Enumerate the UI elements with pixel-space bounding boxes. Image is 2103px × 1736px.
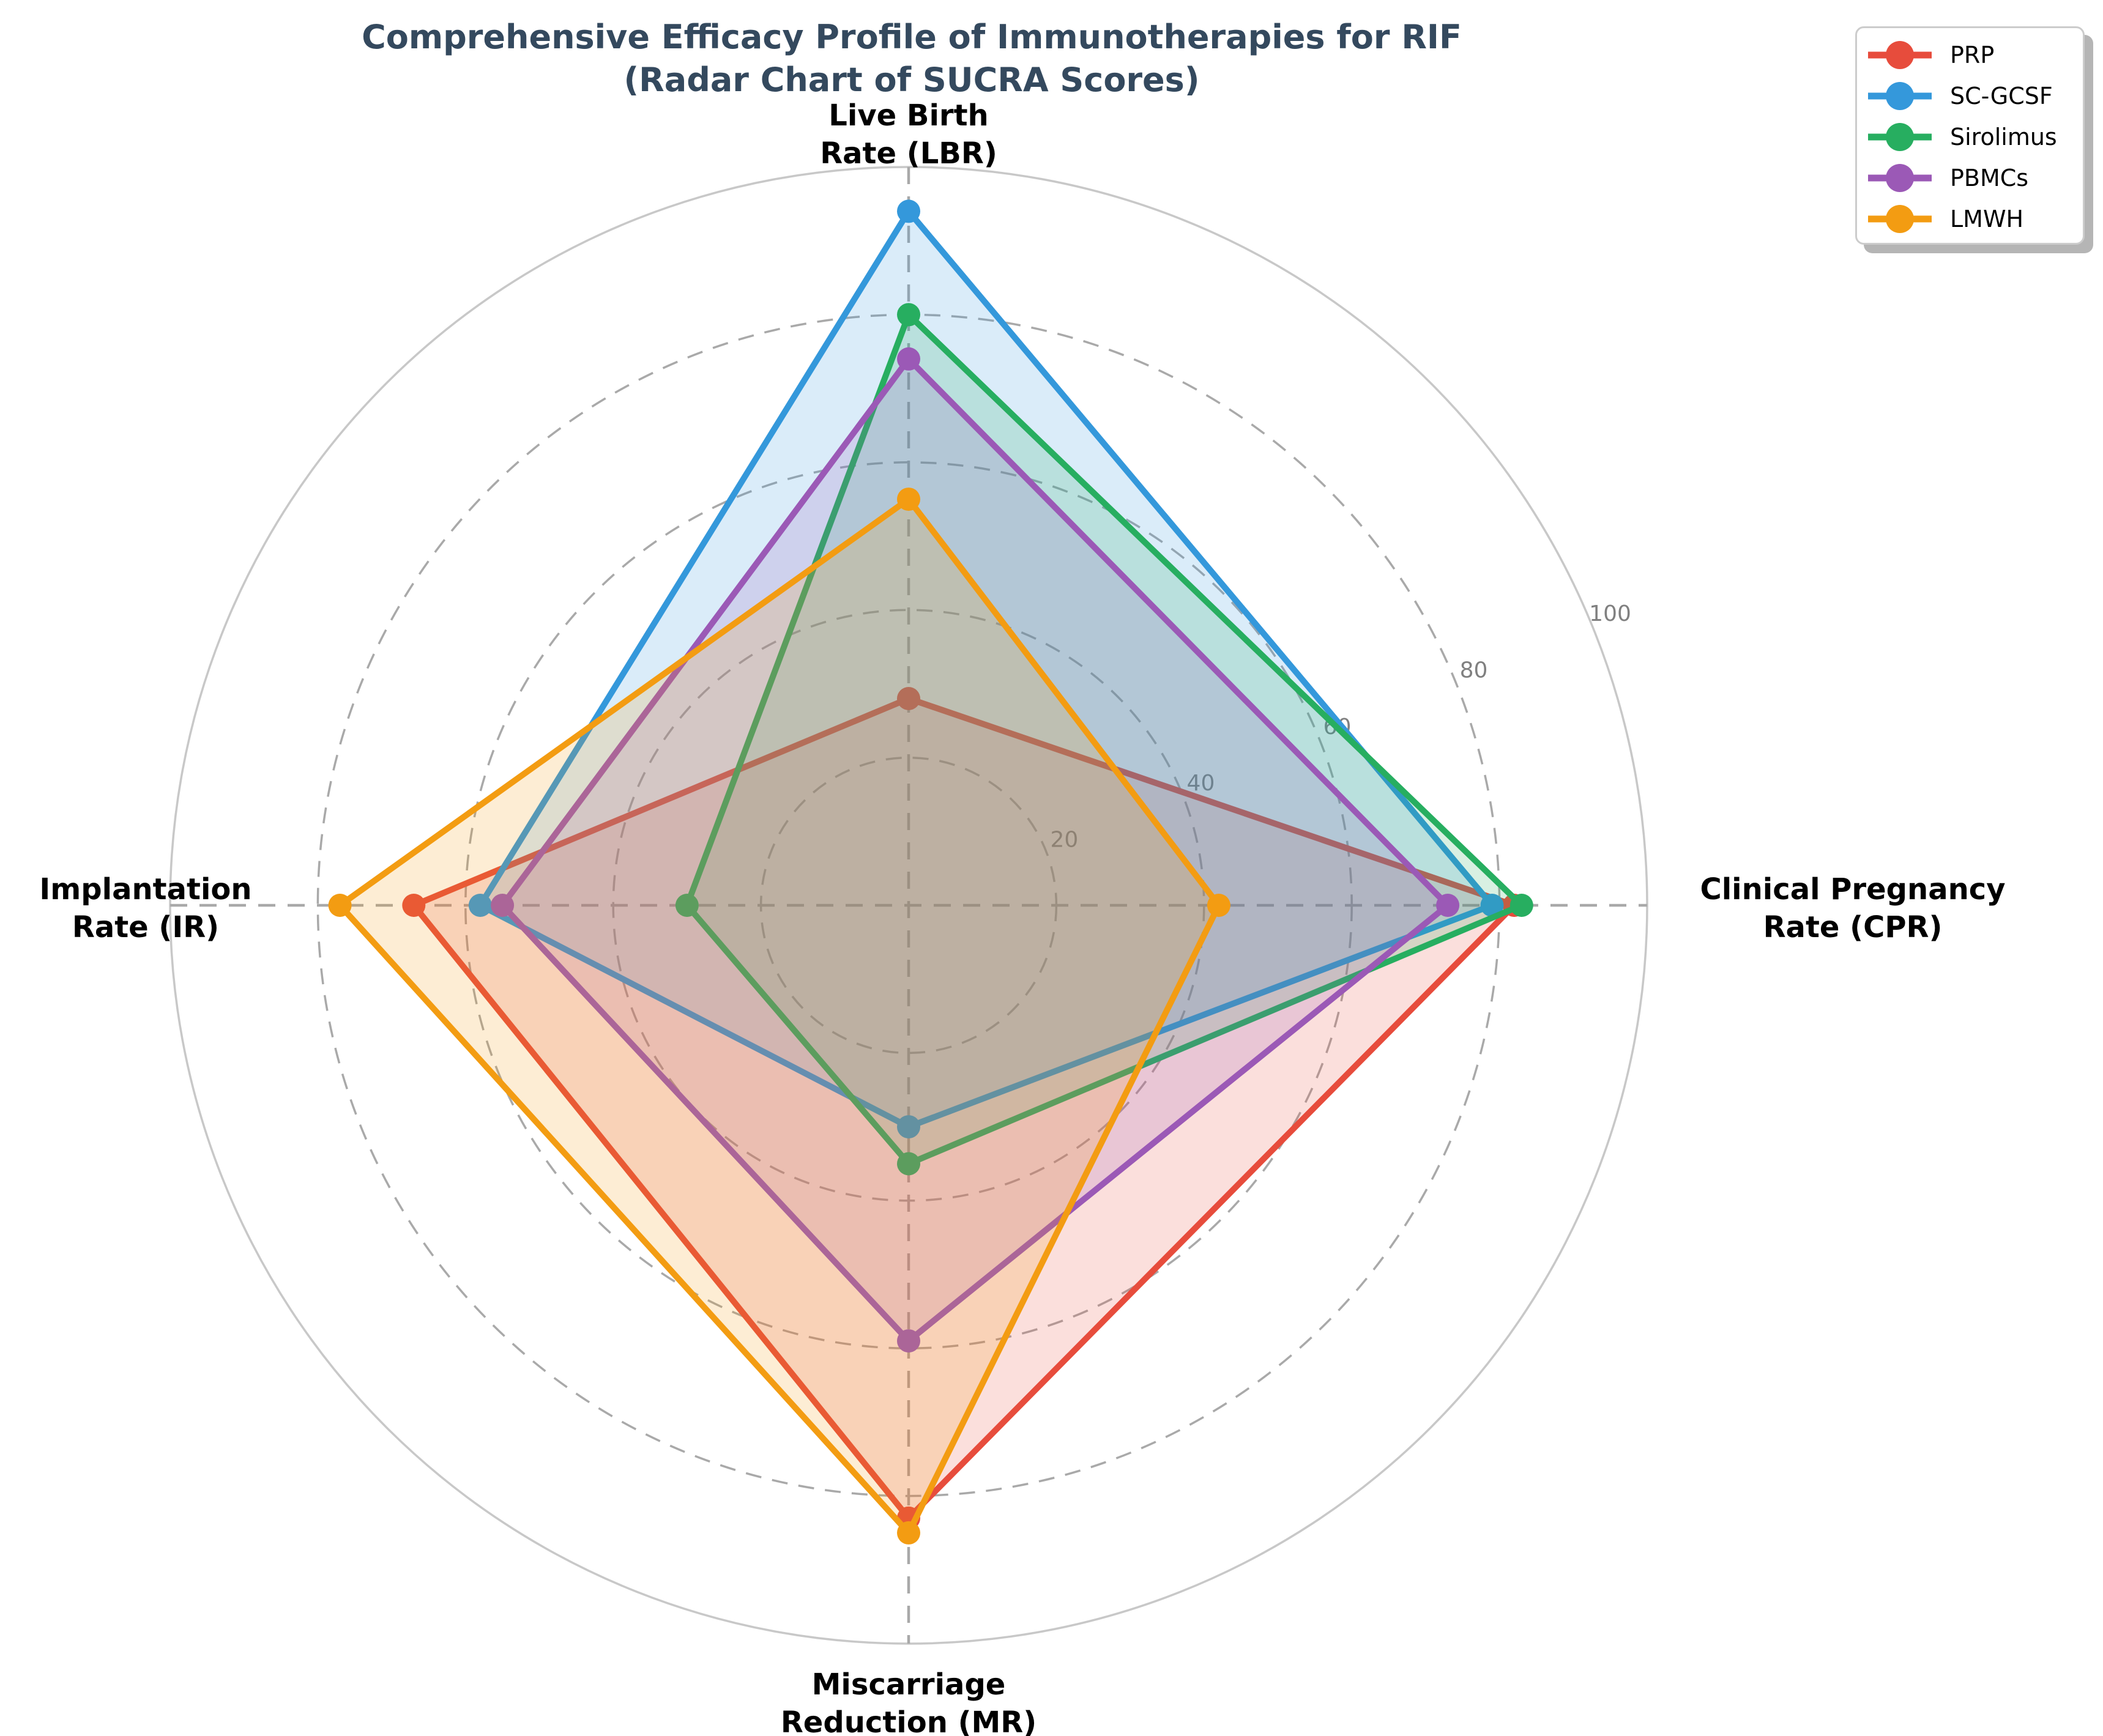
legend-marker-sirolimus bbox=[1868, 122, 1932, 151]
legend-marker-pbmcs bbox=[1868, 163, 1932, 192]
legend-marker-lmwh bbox=[1868, 204, 1932, 233]
marker-sc-gcsf-3 bbox=[468, 894, 492, 917]
marker-sirolimus-3 bbox=[675, 894, 699, 917]
marker-pbmcs-3 bbox=[491, 894, 515, 917]
axis-label-cpr-line1: Clinical Pregnancy bbox=[1700, 872, 2005, 907]
axis-label-mr-line1: Miscarriage bbox=[812, 1667, 1006, 1702]
legend-item-pbmcs: PBMCs bbox=[1857, 157, 2083, 198]
marker-sirolimus-2 bbox=[897, 1152, 920, 1176]
axis-label-cpr-line2: Rate (CPR) bbox=[1763, 910, 1943, 944]
marker-pbmcs-2 bbox=[897, 1329, 920, 1353]
marker-lmwh-3 bbox=[328, 894, 352, 917]
legend-item-lmwh: LMWH bbox=[1857, 198, 2083, 239]
radial-tick-100: 100 bbox=[1589, 601, 1631, 626]
legend-label-sirolimus: Sirolimus bbox=[1950, 123, 2057, 150]
chart-title-line1: Comprehensive Efficacy Profile of Immuno… bbox=[362, 18, 1462, 56]
legend-label-lmwh: LMWH bbox=[1950, 205, 2024, 232]
marker-lmwh-1 bbox=[1207, 894, 1230, 917]
chart-title: Comprehensive Efficacy Profile of Immuno… bbox=[0, 16, 1823, 102]
series-sc-gcsf bbox=[468, 199, 1504, 1139]
legend: PRP SC-GCSF Sirolimus PBMCs LMWH bbox=[1855, 26, 2085, 245]
marker-prp-0 bbox=[897, 687, 920, 710]
marker-pbmcs-1 bbox=[1436, 894, 1460, 917]
legend-item-sc-gcsf: SC-GCSF bbox=[1857, 75, 2083, 116]
legend-item-prp: PRP bbox=[1857, 34, 2083, 75]
marker-lmwh-0 bbox=[897, 488, 920, 511]
radial-tick-80: 80 bbox=[1460, 658, 1488, 683]
series-sirolimus bbox=[675, 303, 1533, 1176]
marker-sc-gcsf-2 bbox=[897, 1115, 920, 1139]
axis-label-ir-line2: Rate (IR) bbox=[72, 910, 219, 944]
legend-label-pbmcs: PBMCs bbox=[1950, 164, 2029, 191]
marker-sc-gcsf-1 bbox=[1480, 894, 1504, 917]
legend-item-sirolimus: Sirolimus bbox=[1857, 116, 2083, 157]
axis-label-ir-line1: Implantation bbox=[39, 872, 251, 907]
marker-sirolimus-1 bbox=[1509, 894, 1533, 917]
legend-label-sc-gcsf: SC-GCSF bbox=[1950, 82, 2053, 109]
marker-sirolimus-0 bbox=[897, 303, 920, 327]
legend-marker-sc-gcsf bbox=[1868, 81, 1932, 110]
radial-tick-20: 20 bbox=[1051, 828, 1079, 853]
series-lmwh bbox=[328, 488, 1230, 1545]
axis-label-lbr-line2: Rate (LBR) bbox=[820, 136, 997, 171]
radial-tick-40: 40 bbox=[1187, 771, 1215, 796]
legend-marker-prp bbox=[1868, 40, 1932, 69]
marker-pbmcs-0 bbox=[897, 347, 920, 371]
axis-label-lbr-line1: Live Birth bbox=[828, 98, 988, 133]
series-pbmcs bbox=[491, 347, 1460, 1353]
chart-title-line2: (Radar Chart of SUCRA Scores) bbox=[623, 61, 1200, 100]
marker-lmwh-2 bbox=[897, 1521, 920, 1545]
axis-label-mr-line2: Reduction (MR) bbox=[781, 1705, 1037, 1736]
legend-label-prp: PRP bbox=[1950, 41, 1995, 69]
marker-sc-gcsf-0 bbox=[897, 199, 920, 223]
marker-prp-3 bbox=[402, 894, 426, 917]
